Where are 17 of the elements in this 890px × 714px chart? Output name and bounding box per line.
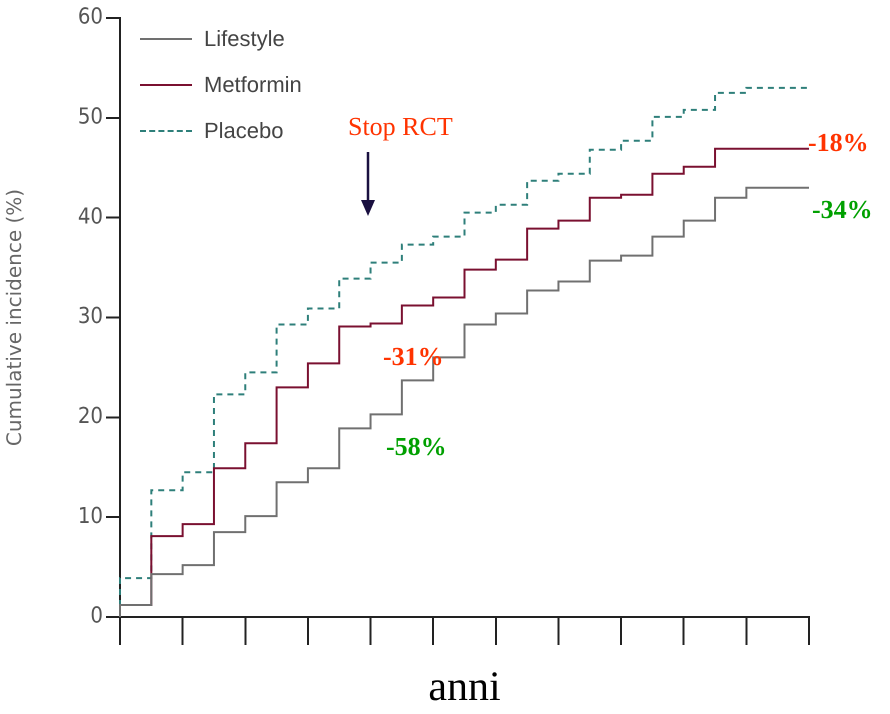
y-tick-label: 20 bbox=[78, 404, 103, 430]
legend-label: Placebo bbox=[204, 118, 284, 144]
y-tick-label: 60 bbox=[78, 4, 103, 30]
text: -34% bbox=[812, 195, 873, 225]
x-axis-title: anni bbox=[428, 664, 501, 710]
y-tick-label: 0 bbox=[90, 604, 103, 629]
annotation: Stop RCT bbox=[348, 112, 453, 142]
legend-label: Metformin bbox=[204, 72, 302, 98]
annotation: -31% bbox=[383, 342, 444, 372]
legend-label: Lifestyle bbox=[204, 26, 285, 52]
y-axis-title: Cumulative incidence (%) bbox=[2, 188, 26, 446]
y-tick-label: 10 bbox=[78, 504, 103, 529]
y-tick-label: 30 bbox=[78, 304, 103, 330]
y-tick-label: 40 bbox=[78, 204, 103, 230]
annotation: -58% bbox=[386, 432, 447, 462]
y-tick-label: 50 bbox=[78, 104, 103, 130]
annotation: -18% bbox=[808, 128, 869, 158]
